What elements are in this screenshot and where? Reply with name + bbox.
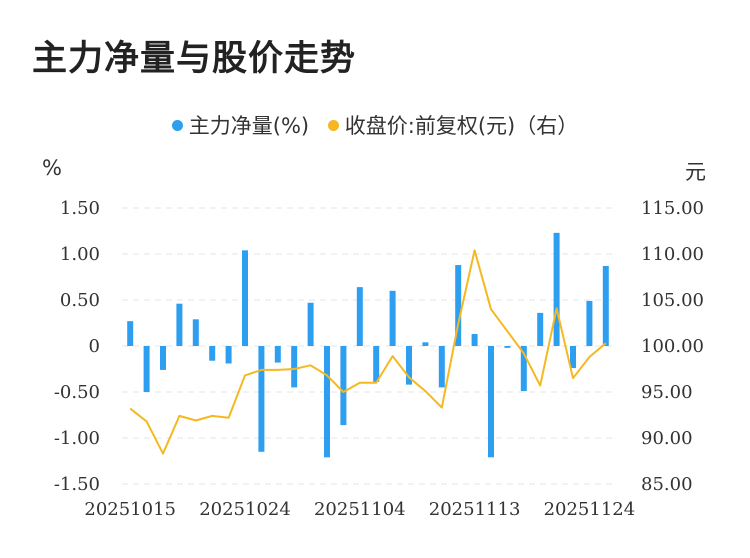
- net-volume-bar: [324, 346, 330, 458]
- left-axis-tick-label: 1.00: [60, 244, 100, 265]
- net-volume-bar: [406, 346, 412, 385]
- net-volume-bar: [520, 346, 527, 392]
- right-axis-unit: 元: [685, 160, 706, 184]
- legend-label-close-price: 收盘价:前复权(元)（右）: [344, 114, 579, 138]
- left-axis-tick-label: -1.50: [54, 474, 100, 495]
- legend-marker-close-price: [327, 119, 339, 131]
- net-volume-bar: [422, 342, 429, 346]
- left-axis-tick-label: -1.00: [54, 428, 100, 449]
- right-axis-tick-label: 105.00: [641, 290, 704, 311]
- legend-item-net-volume[interactable]: 主力净量(%): [171, 110, 310, 140]
- net-volume-bar: [537, 312, 544, 346]
- legend: 主力净量(%) 收盘价:前复权(元)（右）: [0, 110, 750, 140]
- net-volume-bar: [438, 346, 445, 388]
- net-volume-bar: [242, 250, 248, 346]
- left-axis-unit: %: [42, 156, 62, 180]
- net-volume-bar: [291, 346, 298, 388]
- net-volume-bar: [307, 302, 314, 346]
- net-volume-bar: [488, 346, 494, 458]
- net-volume-bar: [373, 346, 380, 382]
- net-volume-bar: [127, 321, 134, 346]
- net-volume-bar: [586, 300, 593, 346]
- legend-label-net-volume: 主力净量(%): [188, 114, 310, 138]
- net-volume-bar: [143, 346, 150, 392]
- right-axis-tick-label: 115.00: [641, 198, 704, 219]
- right-axis-tick-label: 100.00: [641, 336, 704, 357]
- net-volume-bar: [258, 346, 265, 452]
- net-volume-bar: [176, 303, 183, 346]
- net-volume-bar: [455, 265, 462, 346]
- left-axis-tick-label: 1.50: [60, 198, 100, 219]
- net-volume-bar: [553, 232, 560, 346]
- left-axis-tick-label: 0.50: [60, 290, 100, 311]
- chart-title: 主力净量与股价走势: [32, 39, 357, 79]
- right-axis-tick-label: 95.00: [641, 382, 693, 403]
- right-axis-tick-label: 110.00: [641, 244, 704, 265]
- x-axis-tick-label: 20251124: [544, 499, 636, 520]
- net-volume-bar: [602, 265, 609, 346]
- x-axis-tick-label: 20251024: [199, 499, 291, 520]
- close-price-line: [129, 249, 607, 455]
- net-volume-bar: [504, 346, 511, 348]
- net-volume-bar: [225, 346, 232, 364]
- x-axis-tick-label: 20251104: [314, 499, 406, 520]
- net-volume-bar: [340, 346, 347, 426]
- right-axis-tick-label: 90.00: [641, 428, 693, 449]
- x-axis-tick-label: 20251015: [84, 499, 176, 520]
- net-volume-bar: [389, 290, 396, 346]
- legend-marker-net-volume: [171, 119, 183, 131]
- net-volume-bar: [356, 287, 363, 346]
- net-volume-bar: [471, 334, 478, 346]
- left-axis-tick-label: 0: [89, 336, 100, 357]
- legend-item-close-price[interactable]: 收盘价:前复权(元)（右）: [327, 110, 579, 140]
- net-volume-bar: [160, 346, 166, 370]
- net-volume-bar: [209, 346, 216, 361]
- net-volume-bar: [274, 346, 281, 363]
- x-axis-tick-label: 20251113: [429, 499, 521, 520]
- net-volume-bar: [570, 346, 576, 369]
- net-volume-bar: [192, 319, 199, 346]
- left-axis-tick-label: -0.50: [54, 382, 100, 403]
- right-axis-tick-label: 85.00: [641, 474, 693, 495]
